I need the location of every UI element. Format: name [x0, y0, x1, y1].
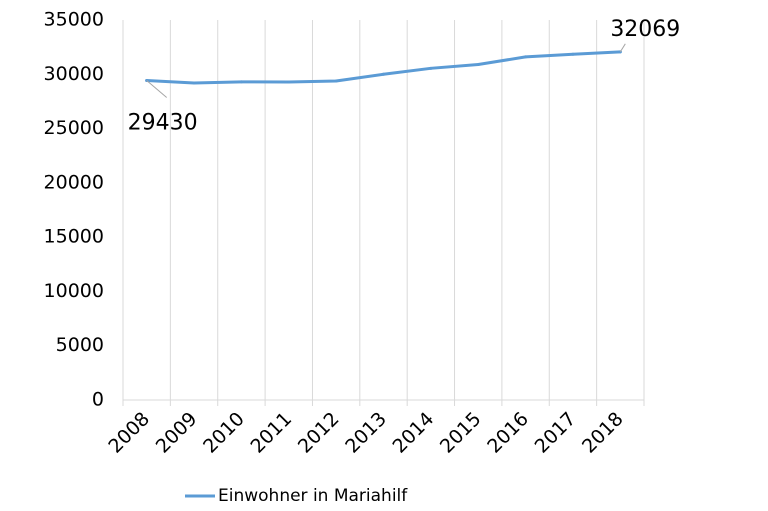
y-tick-label: 20000 — [44, 171, 104, 193]
data-point — [287, 80, 291, 84]
y-axis-tick-labels: 0 5000 10000 15000 20000 25000 30000 35000 — [44, 9, 104, 411]
x-tick-label: 2008 — [104, 408, 154, 458]
y-tick-label: 5000 — [56, 334, 104, 356]
axes — [122, 20, 645, 406]
data-point — [334, 79, 338, 83]
data-point — [429, 66, 433, 70]
x-tick-label: 2009 — [152, 408, 202, 458]
y-tick-label: 25000 — [44, 117, 104, 139]
data-point — [192, 81, 196, 85]
data-label: 29430 — [128, 110, 198, 135]
data-point — [239, 80, 243, 84]
series-lines — [145, 50, 622, 85]
y-tick-label: 0 — [92, 389, 104, 411]
x-tick-label: 2015 — [436, 408, 486, 458]
x-tick-label: 2016 — [483, 408, 533, 458]
x-tick-label: 2014 — [389, 408, 439, 458]
data-labels: 29430 32069 — [128, 17, 681, 136]
y-tick-label: 35000 — [44, 9, 104, 31]
data-label-leader-line — [619, 43, 626, 53]
data-point — [571, 52, 575, 56]
x-tick-label: 2017 — [531, 408, 581, 458]
x-tick-label: 2012 — [294, 408, 344, 458]
x-tick-label: 2011 — [246, 408, 296, 458]
y-tick-label: 30000 — [44, 63, 104, 85]
y-tick-label: 10000 — [44, 280, 104, 302]
data-point — [524, 55, 528, 59]
data-point — [382, 72, 385, 76]
data-label: 32069 — [610, 17, 680, 42]
x-tick-label: 2013 — [341, 408, 391, 458]
x-axis-tick-labels: 2008200920102011201220132014201520162017… — [104, 408, 627, 458]
data-label-leader-line — [146, 80, 168, 98]
x-tick-label: 2010 — [199, 408, 249, 458]
x-tick-label: 2018 — [578, 408, 628, 458]
legend-label: Einwohner in Mariahilf — [218, 486, 408, 506]
legend: Einwohner in Mariahilf — [185, 486, 408, 506]
data-point — [476, 63, 480, 67]
y-tick-label: 15000 — [44, 226, 104, 248]
grid-lines — [169, 20, 645, 400]
